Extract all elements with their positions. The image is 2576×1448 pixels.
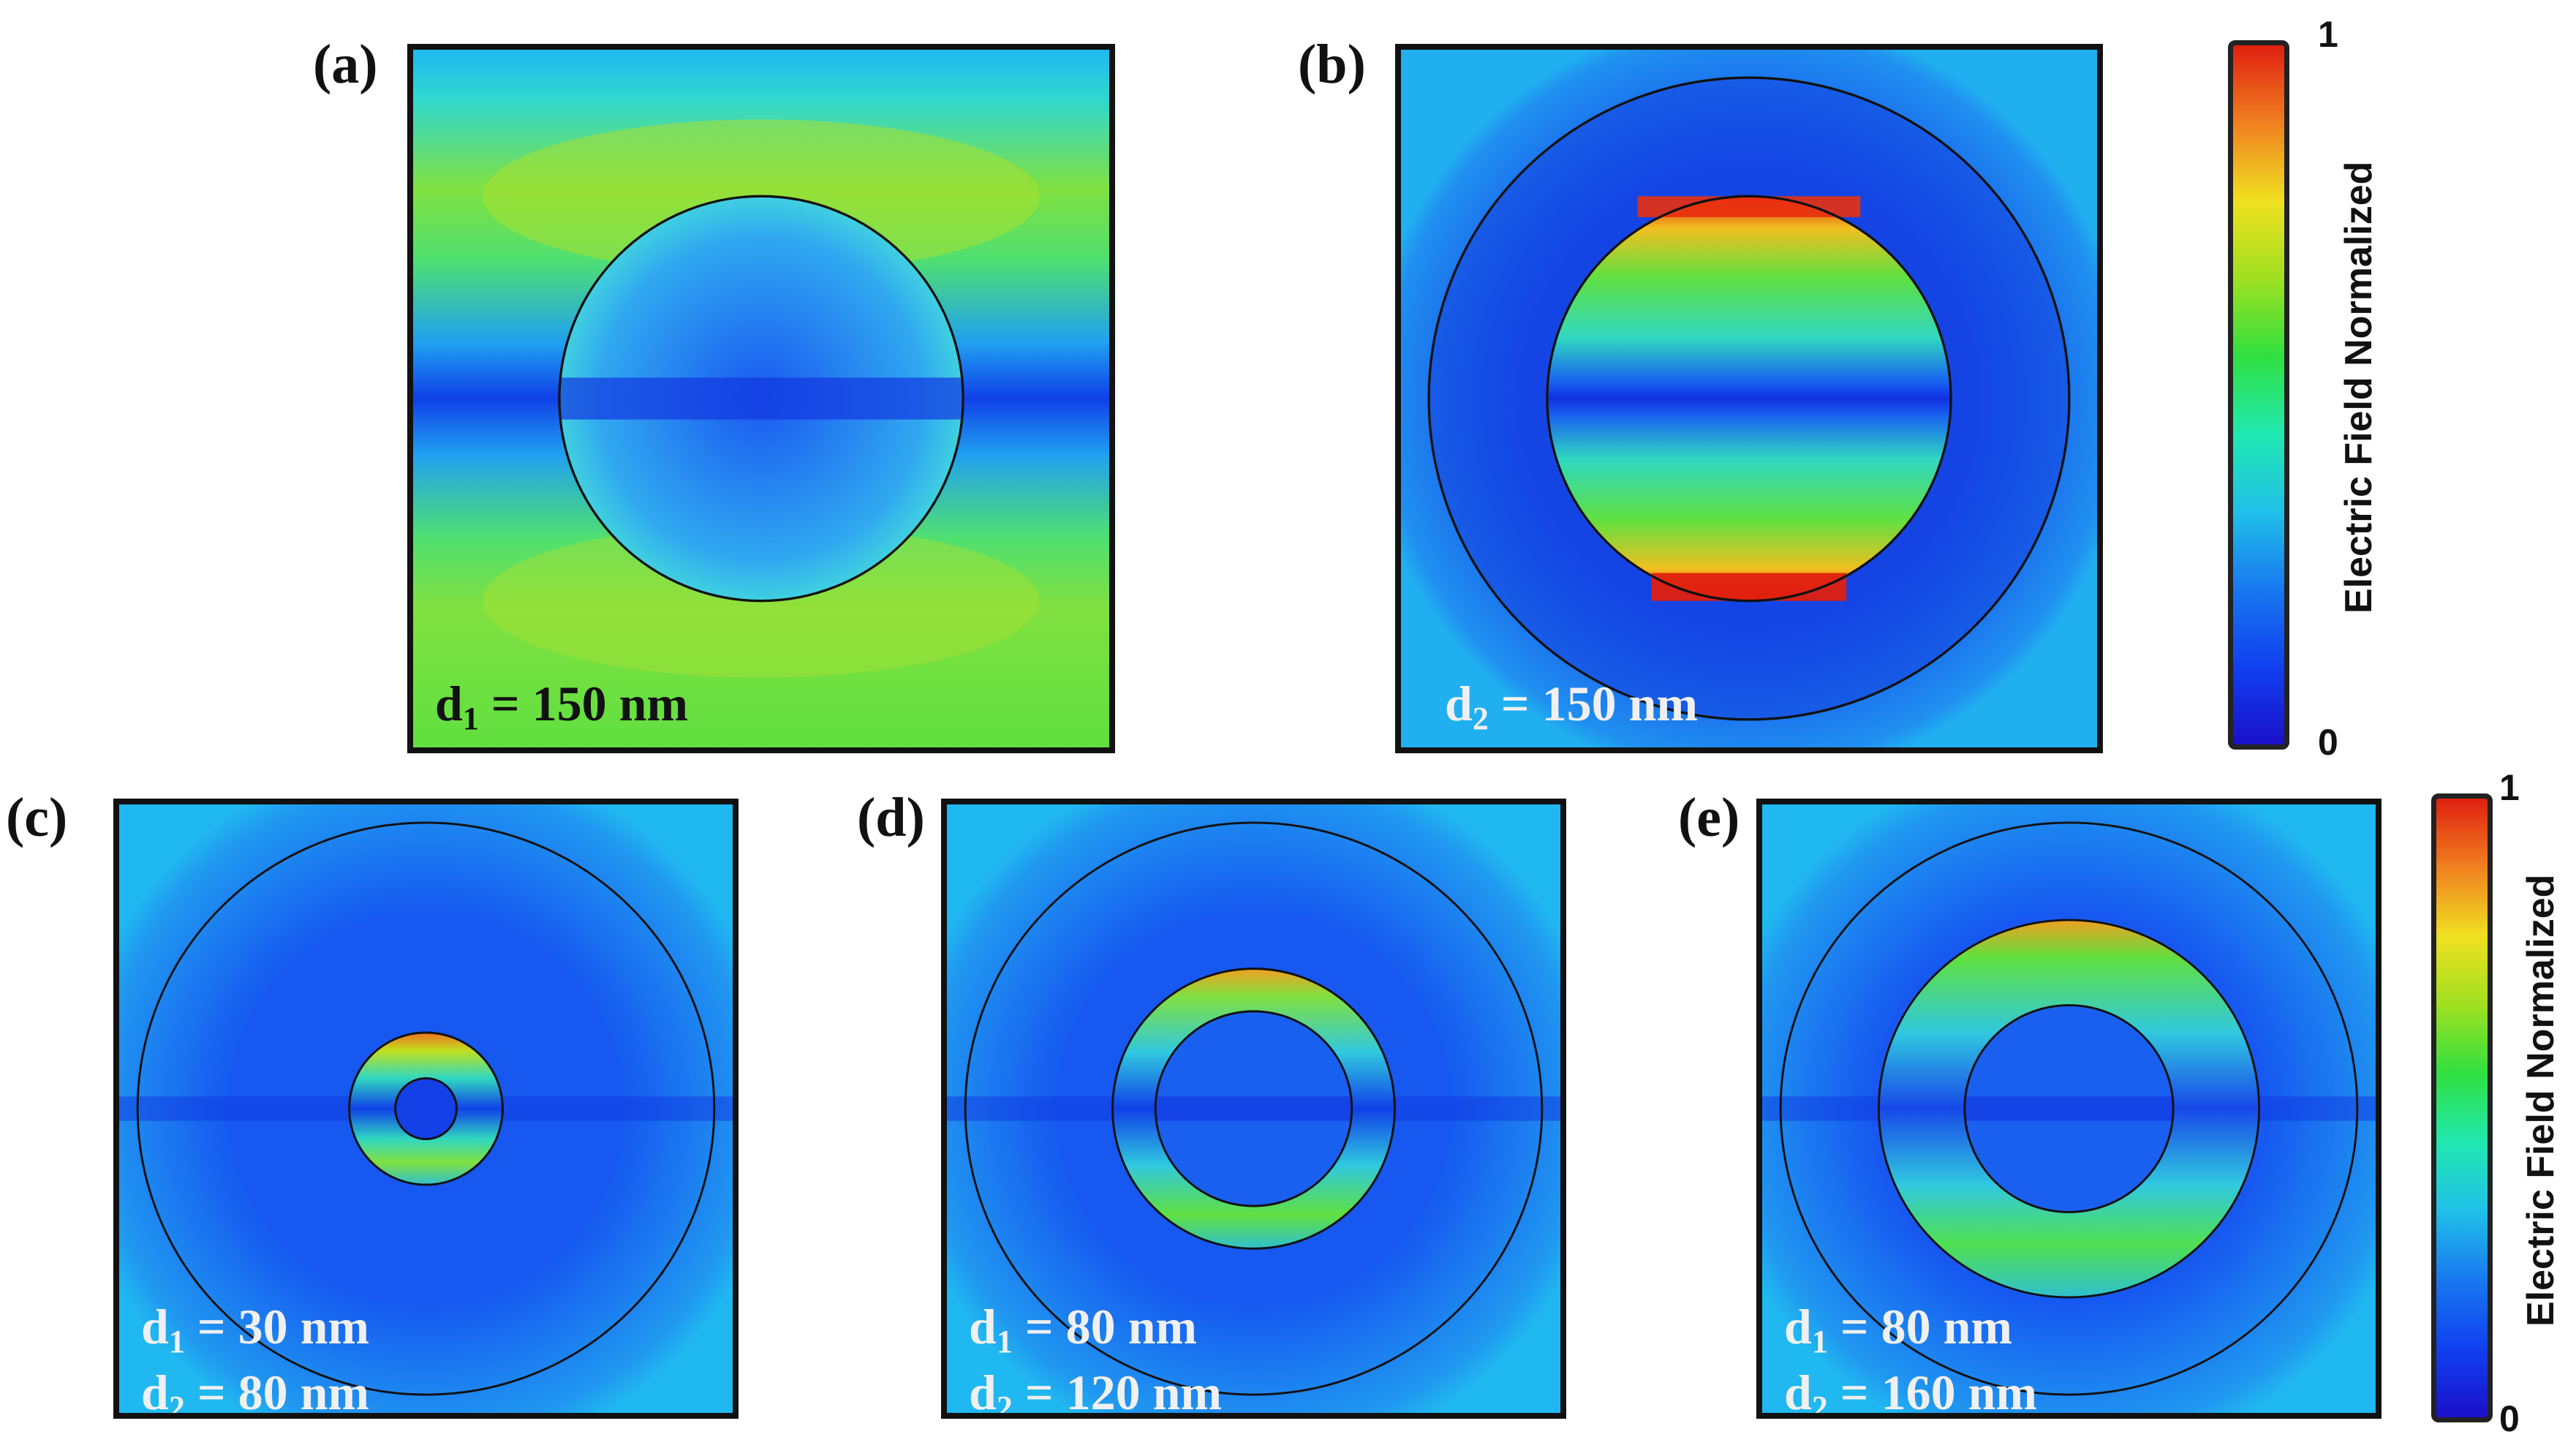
colorbar-bottom-min-label: 0 bbox=[2499, 1398, 2520, 1439]
field-map-c-svg bbox=[119, 804, 733, 1413]
panel-d-label-d1: d1 = 80 nm bbox=[969, 1299, 1198, 1360]
field-map-panel-d: d1 = 80 nm d2 = 120 nm bbox=[941, 799, 1566, 1419]
panel-d-letter: (d) bbox=[857, 787, 925, 848]
colorbar-top-max-label: 1 bbox=[2318, 14, 2338, 55]
panel-b-label-d2: d2 = 150 nm bbox=[1445, 676, 1699, 736]
panel-e-label-d1: d1 = 80 nm bbox=[1784, 1299, 2013, 1360]
panel-d-label-d2: d2 = 120 nm bbox=[969, 1365, 1223, 1419]
colorbar-top-min-label: 0 bbox=[2318, 722, 2338, 763]
panel-b-letter: (b) bbox=[1298, 34, 1366, 95]
colorbar-top bbox=[2228, 40, 2289, 750]
field-map-b-svg bbox=[1401, 50, 2097, 747]
panel-e-letter: (e) bbox=[1678, 787, 1740, 848]
panel-c-letter: (c) bbox=[6, 787, 68, 848]
field-map-panel-a: d1 = 150 nm bbox=[407, 44, 1115, 753]
panel-e-label-d2: d2 = 160 nm bbox=[1784, 1365, 2038, 1419]
panel-c-label-d1: d1 = 30 nm bbox=[141, 1299, 370, 1360]
field-map-a-svg bbox=[413, 50, 1109, 747]
panel-c-label-d2: d2 = 80 nm bbox=[141, 1365, 370, 1419]
panel-a-letter: (a) bbox=[313, 34, 378, 95]
colorbar-bottom-title: Electric Field Normalized bbox=[2520, 874, 2562, 1327]
field-map-panel-c: d1 = 30 nm d2 = 80 nm bbox=[113, 799, 739, 1419]
field-map-panel-b: d2 = 150 nm bbox=[1395, 44, 2103, 753]
field-map-d-svg bbox=[947, 804, 1560, 1413]
panel-a-label-d1: d1 = 150 nm bbox=[435, 676, 689, 736]
colorbar-bottom bbox=[2431, 793, 2493, 1422]
colorbar-bottom-max-label: 1 bbox=[2499, 767, 2520, 808]
field-map-e-svg bbox=[1762, 804, 2376, 1413]
colorbar-top-title: Electric Field Normalized bbox=[2338, 161, 2380, 614]
field-map-panel-e: d1 = 80 nm d2 = 160 nm bbox=[1756, 799, 2382, 1419]
